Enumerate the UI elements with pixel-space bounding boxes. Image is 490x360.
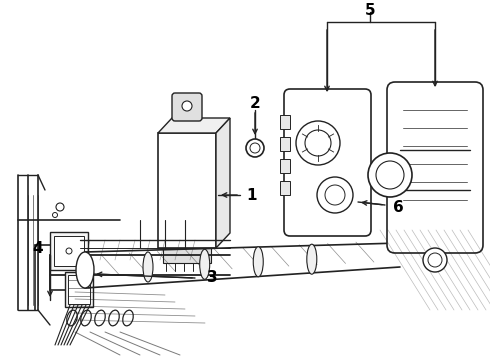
Circle shape xyxy=(66,248,72,254)
Bar xyxy=(50,232,88,270)
Circle shape xyxy=(250,143,260,153)
Polygon shape xyxy=(216,118,230,248)
Bar xyxy=(280,159,290,173)
Circle shape xyxy=(317,177,353,213)
Circle shape xyxy=(52,212,57,217)
Bar xyxy=(163,248,211,263)
Ellipse shape xyxy=(307,244,317,274)
Text: 2: 2 xyxy=(249,95,260,111)
FancyBboxPatch shape xyxy=(172,93,202,121)
Circle shape xyxy=(246,139,264,157)
Circle shape xyxy=(182,101,192,111)
Text: 6: 6 xyxy=(392,199,403,215)
Bar xyxy=(68,275,90,304)
Circle shape xyxy=(325,185,345,205)
Circle shape xyxy=(305,130,331,156)
Ellipse shape xyxy=(200,249,210,279)
Circle shape xyxy=(296,121,340,165)
Bar xyxy=(158,133,216,248)
Polygon shape xyxy=(158,118,230,133)
FancyBboxPatch shape xyxy=(284,89,371,236)
Circle shape xyxy=(56,203,64,211)
Circle shape xyxy=(376,161,404,189)
Ellipse shape xyxy=(143,252,153,282)
Text: 1: 1 xyxy=(247,188,257,202)
Bar xyxy=(280,137,290,151)
Text: 3: 3 xyxy=(207,270,217,285)
Ellipse shape xyxy=(253,247,263,277)
Circle shape xyxy=(423,248,447,272)
FancyBboxPatch shape xyxy=(387,82,483,253)
Bar xyxy=(65,272,93,307)
Bar xyxy=(54,236,84,266)
Ellipse shape xyxy=(76,252,94,288)
Text: 4: 4 xyxy=(33,240,43,256)
Circle shape xyxy=(428,253,442,267)
Bar xyxy=(280,115,290,129)
Circle shape xyxy=(368,153,412,197)
Bar xyxy=(280,181,290,195)
Text: 5: 5 xyxy=(365,3,375,18)
